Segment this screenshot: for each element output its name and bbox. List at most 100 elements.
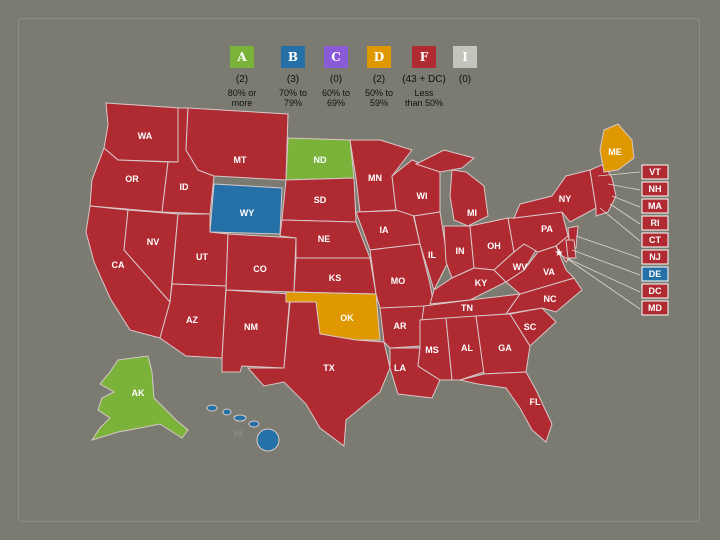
label-tn: TN [461,303,473,313]
state-labels: WA OR CA ID NV MT WY UT AZ CO NM ND SD N… [112,131,622,439]
grade-badge-f: F [412,46,436,68]
tag-ma-label: MA [648,201,662,211]
grade-badge-a: A [230,46,254,68]
grade-badge-i: I [453,46,477,68]
label-wa: WA [138,131,153,141]
tag-ma[interactable]: MA [641,198,669,214]
leader-md [565,257,641,310]
grade-range-d: 50% to 59% [364,88,394,108]
label-me: ME [608,147,622,157]
state-me[interactable] [599,123,635,173]
label-ny: NY [559,194,572,204]
label-az: AZ [186,315,198,325]
grade-count-a: (2) [235,74,249,85]
tag-ct[interactable]: CT [641,232,669,248]
state-mi[interactable] [449,169,489,227]
grade-count-d: (2) [372,74,386,85]
label-mt: MT [234,155,247,165]
state-mt[interactable] [185,107,289,181]
state-pa[interactable] [507,211,569,253]
leader-nh [607,183,641,191]
state-mi-upper[interactable] [414,149,476,173]
state-ga[interactable] [475,313,531,375]
label-ne: NE [318,234,331,244]
tag-ri-label: RI [651,218,660,228]
grade-badge-d: D [367,46,391,68]
state-ak[interactable] [90,355,189,441]
label-wv: WV [513,262,528,272]
label-va: VA [543,267,555,277]
state-nm[interactable] [221,289,291,373]
label-ar: AR [394,321,407,331]
tag-md[interactable]: MD [641,300,669,316]
label-la: LA [394,363,406,373]
label-ak: AK [132,388,145,398]
tag-de[interactable]: DE [641,266,669,282]
state-group-central [246,137,449,447]
tag-vt-label: VT [649,167,661,177]
state-il[interactable] [413,211,449,292]
tag-nh-label: NH [649,184,662,194]
label-mi: MI [467,208,477,218]
small-state-tags: VT NH MA RI CT NJ DE DC [641,164,669,316]
label-ca: CA [112,260,125,270]
label-tx: TX [323,363,335,373]
label-in: IN [456,246,465,256]
label-ga: GA [498,343,512,353]
tag-ri[interactable]: RI [641,215,669,231]
tag-dc[interactable]: DC [641,283,669,299]
grade-range-a: 80% or more [227,88,257,108]
tag-nh[interactable]: NH [641,181,669,197]
grade-range-f: Less than 50% [404,88,444,108]
grade-range-b: 70% to 79% [278,88,308,108]
state-hi[interactable] [206,404,280,452]
label-oh: OH [487,241,501,251]
state-group-east [414,123,635,443]
label-sd: SD [314,195,327,205]
grade-count-b: (3) [286,74,300,85]
label-il: IL [428,250,437,260]
leader-vt [597,171,641,177]
tag-nj[interactable]: NJ [641,249,669,265]
label-id: ID [180,182,190,192]
label-mo: MO [391,276,406,286]
label-ks: KS [329,273,342,283]
tag-dc-label: DC [649,286,662,296]
label-wi: WI [417,191,428,201]
state-al[interactable] [445,315,485,381]
tag-vt[interactable]: VT [641,164,669,180]
label-ky: KY [475,278,488,288]
label-pa: PA [541,224,553,234]
tag-ct-label: CT [649,235,661,245]
capital-star-icon: ★ [555,248,564,259]
slide-frame [18,18,700,522]
leader-ct [599,207,641,242]
state-ar[interactable] [379,305,425,349]
grade-count-f: (43 + DC) [402,74,446,85]
leader-dc [561,255,641,293]
legend-item-i: I (0) [440,46,490,88]
grade-count-c: (0) [329,74,343,85]
small-state-leaders [561,171,641,310]
label-wy: WY [240,208,255,218]
tag-de-label: DE [649,269,662,279]
label-nv: NV [147,237,160,247]
label-ut: UT [196,252,208,262]
label-nm: NM [244,322,258,332]
legend-item-c: C (0) 60% to 69% [311,46,361,108]
legend-item-f: F (43 + DC) Less than 50% [399,46,449,108]
state-group-noncontiguous [90,355,280,452]
grade-badge-b: B [281,46,305,68]
state-fl[interactable] [459,371,553,443]
legend-item-d: D (2) 50% to 59% [354,46,404,108]
label-ia: IA [380,225,390,235]
label-or: OR [125,174,139,184]
state-co[interactable] [225,233,297,293]
label-ok: OK [340,313,354,323]
leader-ma [611,195,641,208]
state-group-west [85,102,297,373]
state-de-mainland[interactable] [565,239,577,259]
label-mn: MN [368,173,382,183]
state-tx[interactable] [246,301,391,447]
